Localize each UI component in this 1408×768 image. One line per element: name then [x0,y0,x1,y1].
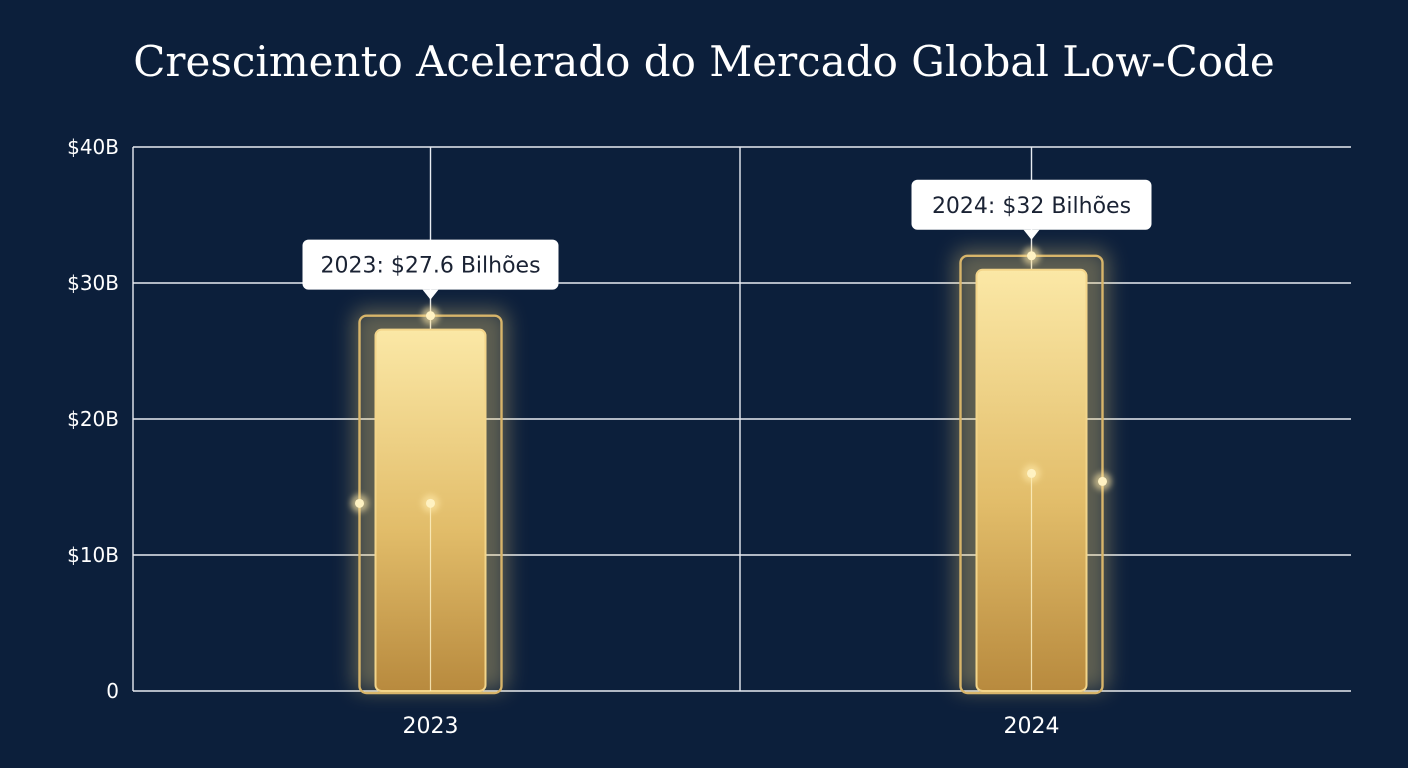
glow-dot-core [426,498,435,508]
x-tick-label: 2024 [1004,714,1060,739]
data-label-pointer [1023,229,1040,240]
bar-group [954,246,1112,695]
y-tick-label: $30B [67,271,119,295]
x-axis: 2023 2024 [403,714,1060,739]
y-tick-label: 0 [106,679,119,703]
y-tick-label: $10B [67,543,119,567]
glow-dot-core [355,498,364,508]
data-label: 2023: $27.6 Bilhões [302,239,559,300]
bar-group [350,306,508,695]
data-labels: 2023: $27.6 Bilhões 2024: $32 Bilhões [302,179,1152,300]
chart-title: Crescimento Acelerado do Mercado Global … [133,37,1274,86]
y-tick-label: $20B [67,407,119,431]
glow-dot-core [1098,476,1107,486]
glow-dot-core [1027,468,1036,478]
data-label-box [302,239,559,290]
data-label-text: 2023: $27.6 Bilhões [320,254,540,279]
y-tick-label: $40B [67,135,119,159]
x-tick-label: 2023 [403,714,459,739]
grid [132,146,1351,692]
data-label-box [911,179,1152,230]
y-axis: 0 $10B $20B $30B $40B [67,135,119,703]
glow-dot-core [1027,251,1036,261]
data-label-pointer [422,289,439,300]
glow-dot-core [426,311,435,321]
bars [350,246,1112,695]
data-label: 2024: $32 Bilhões [911,179,1152,240]
data-label-text: 2024: $32 Bilhões [932,194,1131,219]
